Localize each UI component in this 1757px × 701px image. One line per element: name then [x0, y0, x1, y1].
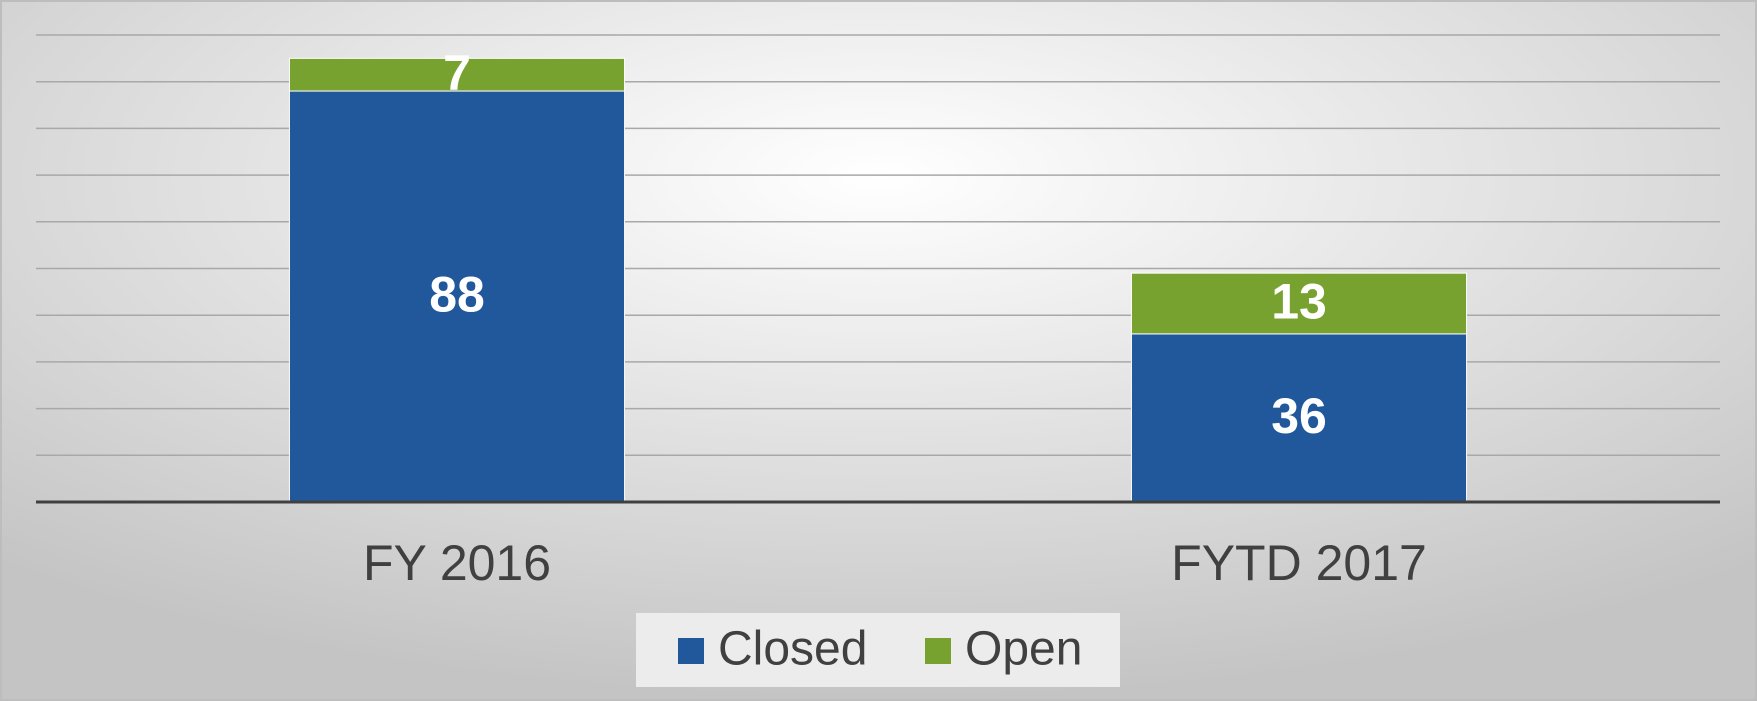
bar-segment: [288, 57, 626, 92]
x-tick-label: FYTD 2017: [1171, 535, 1427, 591]
legend-box: [636, 613, 1120, 687]
x-tick-label: FY 2016: [363, 535, 551, 591]
bar-segment: [288, 90, 626, 503]
bar-segment: [1130, 333, 1468, 503]
data-label: 7: [443, 45, 471, 101]
legend-swatch: [925, 638, 951, 664]
bar-segment: [1130, 272, 1468, 335]
legend-swatch: [678, 638, 704, 664]
data-label: 13: [1271, 274, 1327, 330]
data-label: 88: [429, 267, 485, 323]
data-label: 36: [1271, 388, 1327, 444]
legend-label: Closed: [718, 623, 867, 676]
legend-label: Open: [965, 623, 1082, 676]
